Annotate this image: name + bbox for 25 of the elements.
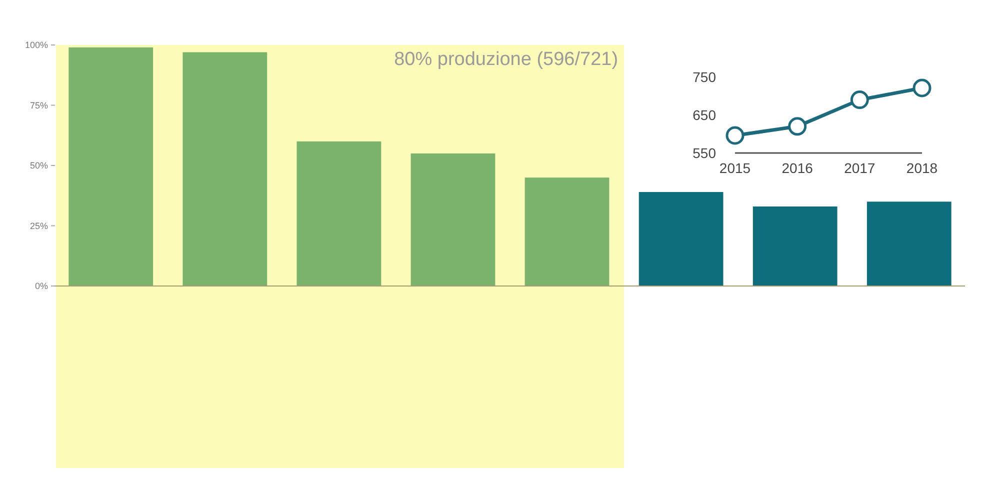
- bar: [296, 141, 382, 286]
- bar: [752, 206, 838, 286]
- x-tick-label: 2015: [719, 160, 751, 176]
- point: [788, 117, 807, 136]
- y-tick-label: 100%: [24, 40, 48, 50]
- point: [850, 90, 869, 110]
- bar: [866, 202, 952, 286]
- y-tick-label: 25%: [30, 220, 48, 231]
- bar: [410, 153, 496, 286]
- y-tick-label: 50%: [30, 160, 48, 171]
- y-tick-label: 75%: [30, 100, 48, 110]
- x-tick-label: 2017: [844, 160, 876, 176]
- point: [912, 78, 932, 98]
- bar: [68, 47, 154, 286]
- point: [726, 126, 744, 145]
- annotation: 80% produzione (596/721): [394, 49, 618, 70]
- y-tick-label: 0%: [34, 281, 48, 292]
- x-tick-label: 2018: [906, 160, 938, 176]
- y-tick-label: 750: [692, 68, 716, 85]
- bar: [182, 52, 268, 286]
- bar: [524, 178, 610, 286]
- y-tick-label: 650: [692, 106, 716, 123]
- y-tick-label: 550: [692, 144, 716, 161]
- x-tick-label: 2016: [782, 160, 814, 176]
- bar: [638, 192, 724, 286]
